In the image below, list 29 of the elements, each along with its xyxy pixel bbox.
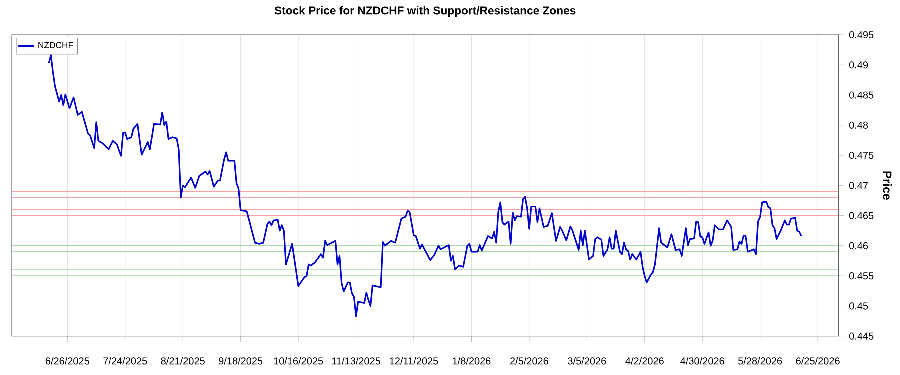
y-tick-label: 0.445 — [849, 332, 874, 340]
x-tick-label: 1/8/2026 — [453, 357, 491, 365]
legend-label: NZDCHF — [38, 42, 74, 48]
x-tick-label: 5/28/2026 — [738, 357, 782, 365]
y-tick-label: 0.47 — [849, 182, 868, 190]
y-axis-title: Price — [883, 172, 892, 200]
y-tick-label: 0.455 — [849, 272, 874, 280]
y-tick-label: 0.495 — [849, 31, 874, 39]
y-tick-label: 0.49 — [849, 62, 868, 69]
x-tick-label: 2/5/2026 — [510, 357, 548, 365]
y-tick-label: 0.475 — [849, 152, 874, 160]
y-tick-label: 0.48 — [849, 122, 868, 129]
y-tick-label: 0.45 — [849, 302, 868, 310]
x-tick-label: 7/24/2025 — [104, 357, 148, 365]
x-tick-label: 6/25/2026 — [796, 357, 840, 365]
y-tick-label: 0.465 — [849, 212, 874, 220]
chart-title: Stock Price for NZDCHF with Support/Resistance Zones — [274, 6, 576, 17]
x-tick-label: 12/11/2025 — [390, 357, 438, 365]
x-tick-label: 4/2/2026 — [626, 357, 664, 365]
y-tick-label: 0.485 — [849, 92, 874, 99]
x-tick-label: 11/13/2025 — [332, 357, 381, 365]
x-tick-label: 9/18/2025 — [219, 357, 263, 365]
x-tick-label: 10/16/2025 — [274, 357, 324, 365]
x-tick-label: 3/5/2026 — [568, 357, 606, 365]
x-tick-label: 4/30/2026 — [680, 357, 724, 365]
line-series — [48, 54, 802, 318]
x-tick-label: 6/26/2025 — [46, 357, 90, 365]
x-tick-label: 8/21/2025 — [161, 357, 205, 365]
y-tick-label: 0.46 — [849, 242, 868, 250]
